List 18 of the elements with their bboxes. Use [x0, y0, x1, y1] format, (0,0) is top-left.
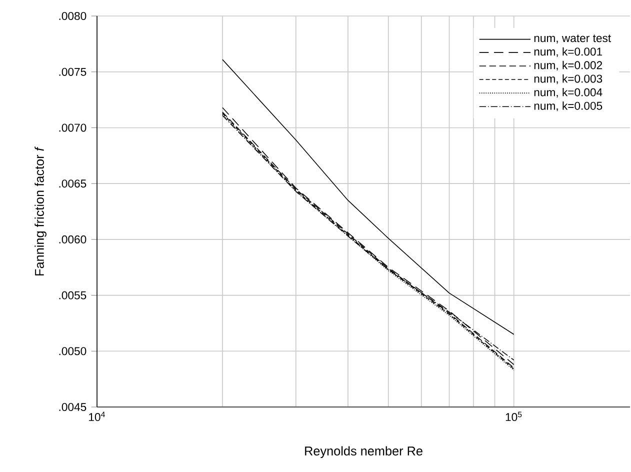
legend-label: num, k=0.004 [534, 88, 602, 98]
legend-label: num, k=0.001 [534, 47, 602, 57]
y-axis-title: Fanning friction factor f [34, 146, 46, 276]
x-tick-label: 10$^{4}$ [89, 412, 105, 422]
y-tick-label: .0080 [59, 12, 86, 20]
y-tick-label: .0055 [59, 291, 86, 300]
y-tick-label: .0065 [59, 180, 86, 188]
x-axis-title: Reynolds nember Re [305, 446, 422, 458]
legend-label: num, water test [534, 34, 612, 44]
y-tick-label: .0045 [59, 403, 86, 412]
legend-label: num, k=0.003 [534, 74, 602, 84]
legend-label: num, k=0.002 [534, 60, 602, 71]
y-tick-label: .0070 [59, 124, 86, 132]
y-tick-label: .0050 [59, 347, 86, 356]
y-tick-label: .0060 [59, 235, 86, 244]
y-tick-label: .0075 [59, 68, 86, 76]
x-tick-label: 10$^{5}$ [506, 412, 522, 422]
legend-label: num, k=0.005 [534, 102, 602, 112]
